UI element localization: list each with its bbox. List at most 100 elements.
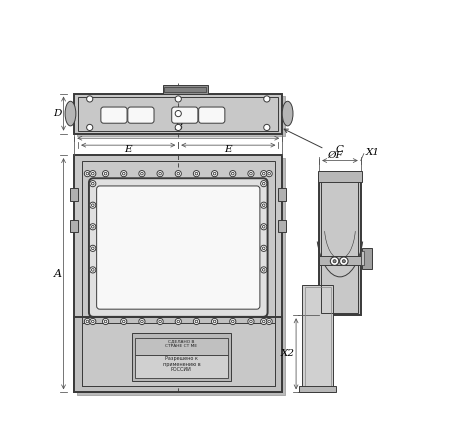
FancyBboxPatch shape (97, 186, 260, 309)
Ellipse shape (65, 101, 76, 126)
Circle shape (230, 170, 236, 177)
Text: СДЕЛАНО В
СТРАНЕ СТ МЕ: СДЕЛАНО В СТРАНЕ СТ МЕ (165, 340, 198, 348)
Circle shape (250, 320, 252, 323)
Circle shape (157, 170, 163, 177)
Circle shape (141, 320, 143, 323)
Circle shape (262, 204, 265, 206)
Circle shape (121, 170, 127, 177)
Bar (302, 285, 333, 392)
Circle shape (159, 172, 162, 175)
Circle shape (212, 170, 218, 177)
Circle shape (230, 318, 236, 325)
Circle shape (141, 172, 143, 175)
Text: D: D (54, 109, 62, 118)
Circle shape (159, 320, 162, 323)
FancyBboxPatch shape (172, 107, 198, 123)
Bar (135, 338, 228, 355)
Bar (71, 188, 78, 201)
Circle shape (122, 172, 125, 175)
Circle shape (175, 111, 181, 117)
Circle shape (194, 170, 199, 177)
Circle shape (264, 96, 270, 102)
Bar (319, 173, 361, 315)
Circle shape (248, 170, 254, 177)
Circle shape (91, 204, 94, 206)
FancyBboxPatch shape (89, 178, 268, 317)
Bar (361, 252, 364, 265)
Circle shape (104, 320, 107, 323)
Circle shape (261, 267, 267, 273)
FancyBboxPatch shape (128, 107, 154, 123)
Circle shape (86, 172, 89, 175)
Bar (163, 85, 207, 94)
Circle shape (175, 96, 181, 102)
Circle shape (261, 202, 267, 208)
Circle shape (139, 318, 145, 325)
Circle shape (261, 245, 267, 252)
Circle shape (268, 320, 270, 323)
Circle shape (84, 170, 90, 177)
Bar (305, 287, 331, 390)
Circle shape (91, 247, 94, 250)
Circle shape (231, 172, 234, 175)
Bar (82, 161, 274, 386)
Text: E: E (225, 145, 232, 154)
Circle shape (330, 257, 339, 265)
Circle shape (261, 224, 267, 230)
Circle shape (261, 318, 267, 325)
FancyBboxPatch shape (101, 107, 127, 123)
Bar (362, 248, 372, 269)
Circle shape (91, 172, 94, 175)
Circle shape (262, 226, 265, 228)
Text: E: E (124, 145, 132, 154)
FancyBboxPatch shape (198, 107, 225, 123)
Circle shape (195, 172, 198, 175)
Circle shape (194, 318, 199, 325)
Circle shape (103, 170, 108, 177)
Circle shape (333, 260, 336, 263)
Bar (74, 155, 282, 392)
Circle shape (90, 170, 96, 177)
Circle shape (86, 320, 89, 323)
Circle shape (175, 124, 181, 131)
Circle shape (91, 182, 94, 185)
Circle shape (231, 320, 234, 323)
Circle shape (177, 172, 180, 175)
Bar (78, 97, 279, 131)
Circle shape (266, 318, 272, 325)
Text: B: B (174, 122, 182, 132)
Circle shape (139, 170, 145, 177)
Circle shape (90, 202, 96, 208)
Circle shape (175, 170, 181, 177)
Text: ØF: ØF (327, 151, 342, 160)
Bar (71, 220, 78, 232)
Circle shape (90, 181, 96, 187)
Circle shape (250, 172, 252, 175)
Circle shape (213, 172, 216, 175)
Circle shape (264, 124, 270, 131)
Bar (321, 175, 359, 313)
Circle shape (248, 318, 254, 325)
Circle shape (342, 260, 345, 263)
Circle shape (262, 320, 265, 323)
Circle shape (90, 318, 96, 325)
Circle shape (261, 170, 267, 177)
Circle shape (87, 96, 93, 102)
Circle shape (104, 172, 107, 175)
Bar (132, 333, 230, 381)
Bar (76, 96, 284, 136)
Bar (279, 220, 286, 232)
Bar (74, 317, 282, 392)
Circle shape (175, 318, 181, 325)
Circle shape (261, 181, 267, 187)
Circle shape (268, 172, 270, 175)
Bar (279, 188, 286, 201)
Bar (299, 386, 336, 392)
Text: A: A (54, 269, 62, 279)
Circle shape (103, 318, 108, 325)
Bar (82, 323, 274, 386)
Text: Разрешено к
применению в
РОССИИ: Разрешено к применению в РОССИИ (162, 356, 200, 372)
Text: X1: X1 (365, 149, 379, 157)
Circle shape (122, 320, 125, 323)
Ellipse shape (282, 101, 293, 126)
